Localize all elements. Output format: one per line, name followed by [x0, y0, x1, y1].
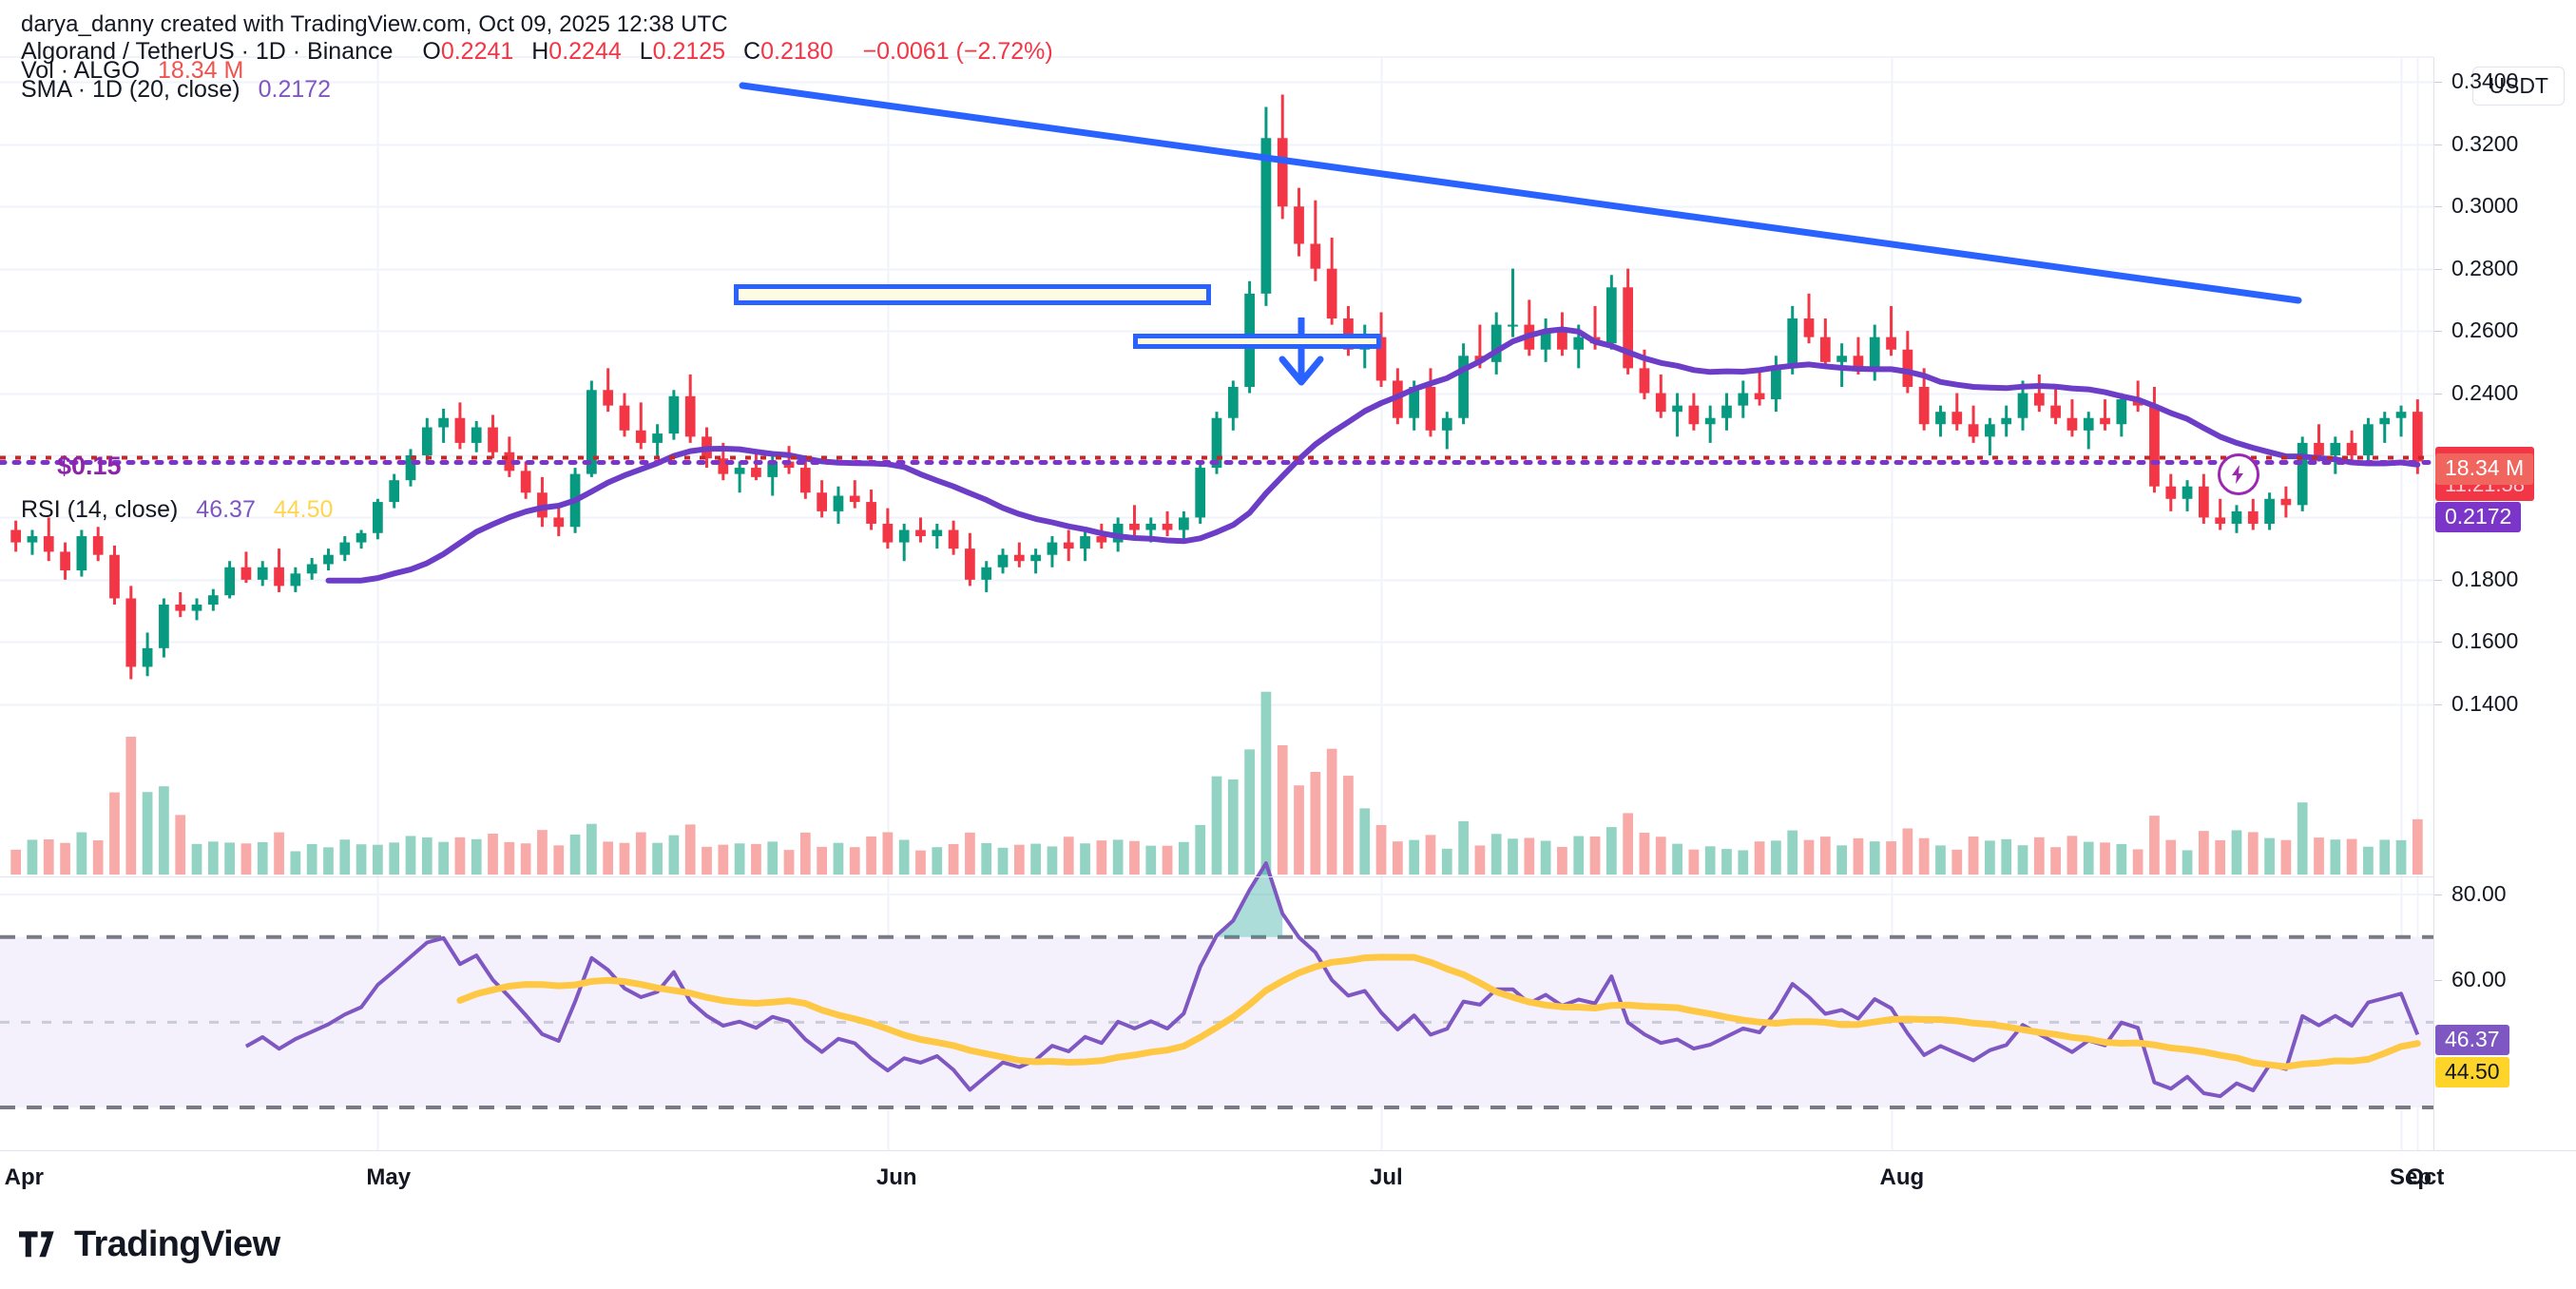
price-legend[interactable]: Algorand / TetherUS · 1D · Binance O0.22…: [21, 38, 1053, 66]
sma-value: 0.2172: [258, 76, 332, 103]
close-value: 0.2180: [760, 38, 834, 65]
rsi-label[interactable]: RSI (14, close): [21, 496, 179, 523]
axis-tick-mark: [2434, 331, 2442, 333]
rsi-badge[interactable]: 46.37: [2435, 1024, 2509, 1056]
rsi-ma-value: 44.50: [273, 496, 334, 523]
rsi-tick-60.00: 60.00: [2451, 966, 2507, 991]
time-tick-Apr: Apr: [4, 1164, 44, 1190]
lightning-bolt-icon[interactable]: [2218, 453, 2259, 495]
drawing-annotations[interactable]: [0, 57, 2433, 1150]
price-tick-0.1800: 0.1800: [2451, 566, 2519, 591]
low-label: L: [639, 38, 653, 65]
price-tick-0.3000: 0.3000: [2451, 193, 2519, 219]
time-tick-Aug: Aug: [1879, 1164, 1925, 1190]
volume-series: [10, 691, 2423, 875]
price-tick-0.1600: 0.1600: [2451, 628, 2519, 654]
sma-label[interactable]: SMA · 1D (20, close): [21, 76, 240, 103]
sma-price-badge[interactable]: 0.2172: [2435, 501, 2522, 533]
price-tick-0.2400: 0.2400: [2451, 379, 2519, 405]
rsi-ma-badge-value: 44.50: [2445, 1058, 2500, 1084]
time-tick-Jun: Jun: [875, 1164, 917, 1190]
low-value: 0.2125: [652, 38, 726, 65]
volume-value: 18.34 M: [158, 57, 244, 84]
time-tick-May: May: [366, 1164, 412, 1190]
pane-separator[interactable]: [0, 876, 2433, 877]
price-tick-0.2600: 0.2600: [2451, 317, 2519, 343]
rsi-ma-badge[interactable]: 44.50: [2435, 1056, 2509, 1088]
price-tick-0.3200: 0.3200: [2451, 130, 2519, 156]
axis-tick-mark: [2434, 579, 2442, 581]
price-tick-0.1400: 0.1400: [2451, 690, 2519, 716]
time-tick-Jul: Jul: [1370, 1164, 1403, 1190]
currency-chip[interactable]: USDT: [2472, 67, 2565, 106]
axis-tick-mark: [2434, 703, 2442, 705]
rsi-value: 46.37: [196, 496, 256, 523]
rsi-legend[interactable]: RSI (14, close) 46.37 44.50: [21, 496, 333, 524]
open-value: 0.2241: [440, 38, 514, 65]
time-tick-Oct: Oct: [2406, 1164, 2445, 1190]
axis-tick-mark: [2434, 82, 2442, 84]
symbol-label[interactable]: Algorand / TetherUS · 1D · Binance: [21, 38, 394, 65]
resistance-zone-rectangle[interactable]: [734, 284, 1211, 305]
high-label: H: [531, 38, 549, 65]
sma-legend[interactable]: SMA · 1D (20, close) 0.2172: [21, 76, 331, 104]
open-label: O: [422, 38, 441, 65]
axis-tick-mark: [2434, 268, 2442, 270]
close-label: C: [743, 38, 761, 65]
price-axis[interactable]: USDT 0.3400 0.3200 0.3000 0.2800 0.2600 0.240…: [2433, 57, 2576, 1150]
high-value: 0.2244: [548, 38, 622, 65]
price-tick-0.2800: 0.2800: [2451, 255, 2519, 280]
volume-badge-value: 18.34 M: [2445, 455, 2525, 480]
axis-tick-mark: [2434, 979, 2442, 981]
axis-tick-mark: [2434, 206, 2442, 208]
price-tick-0.3400: 0.3400: [2451, 68, 2519, 94]
candlestick-series: [0, 94, 2436, 680]
chart-canvas[interactable]: Algorand / TetherUS · 1D · Binance O0.22…: [0, 38, 2436, 1150]
rsi-tick-80.00: 80.00: [2451, 880, 2507, 906]
volume-label[interactable]: Vol · ALGO: [21, 57, 141, 84]
volume-legend[interactable]: Vol · ALGO 18.34 M: [21, 57, 243, 85]
rsi-series: [0, 861, 2433, 1109]
attribution-text: darya_danny created with TradingView.com…: [21, 11, 728, 37]
rsi-badge-value: 46.37: [2445, 1026, 2500, 1051]
axis-tick-mark: [2434, 642, 2442, 644]
price-note-annotation[interactable]: $0.15: [57, 452, 122, 480]
tradingview-logo[interactable]: TradingView: [19, 1224, 280, 1265]
change-value: −0.0061 (−2.72%): [862, 38, 1053, 65]
volume-badge[interactable]: 18.34 M: [2435, 453, 2534, 485]
tradingview-mark-icon: [19, 1230, 54, 1257]
axis-tick-mark: [2434, 144, 2442, 145]
tradingview-wordmark: TradingView: [74, 1224, 280, 1264]
sma-price-badge-value: 0.2172: [2445, 503, 2512, 529]
support-zone-rectangle[interactable]: [1133, 334, 1381, 349]
time-axis[interactable]: Apr May Jun Jul Aug Sep Oct: [0, 1150, 2576, 1202]
time-tick-Sep: Sep: [2390, 1164, 2432, 1190]
